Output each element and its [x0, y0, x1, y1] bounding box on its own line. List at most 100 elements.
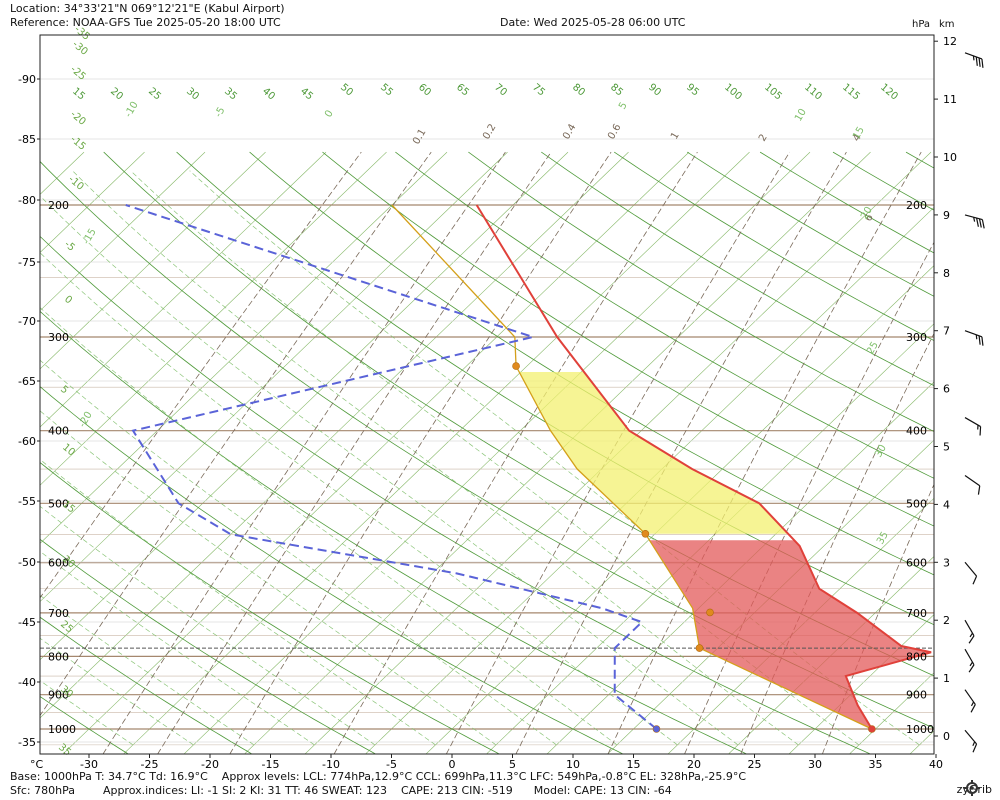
- wind-barb-half-flag: [973, 217, 976, 222]
- x-tick-label: 25: [748, 758, 762, 771]
- moist-adiabat-label: 25: [865, 340, 881, 357]
- dry-adiabat-line: [979, 152, 1000, 754]
- dry-adiabat-label: 80: [570, 82, 587, 99]
- isotherm-label: 25: [58, 619, 75, 636]
- moist-adiabat-line: [72, 170, 799, 746]
- wind-barb-flag: [978, 57, 981, 67]
- isotherm-line: [0, 152, 24, 754]
- pressure-label-left: 600: [48, 557, 69, 570]
- wind-barb-flag: [972, 743, 978, 753]
- left-tick-label: -45: [18, 616, 36, 629]
- mixing-ratio-line: [102, 151, 506, 754]
- left-tick-label: -65: [18, 375, 36, 388]
- mixing-ratio-label: 6: [863, 212, 876, 223]
- wind-barb: [964, 474, 981, 495]
- dry-adiabat-line: [40, 160, 934, 729]
- moist-adiabat-line: [130, 170, 860, 746]
- dry-adiabat-line: [40, 310, 747, 754]
- dry-adiabat-label: 110: [802, 82, 824, 103]
- km-tick-label: 11: [943, 93, 957, 106]
- wind-barb-flag: [979, 426, 982, 436]
- isotherm-label: 10: [60, 442, 77, 459]
- pressure-label-right: 400: [906, 425, 927, 438]
- isotherm-label: 0: [62, 294, 74, 307]
- pressure-label-right: 600: [906, 557, 927, 570]
- left-tick-label: -35: [18, 736, 36, 749]
- isotherm-line: [909, 730, 934, 754]
- moist-adiabat-line: [40, 307, 618, 746]
- forecast-date-label: Date: Wed 2025-05-28 06:00 UTC: [500, 16, 686, 29]
- marker-point: [652, 725, 661, 733]
- x-tick-label: -15: [262, 758, 280, 771]
- marker-point: [868, 725, 876, 733]
- wind-barb: [964, 729, 978, 753]
- settings-gear-icon[interactable]: [963, 779, 981, 797]
- dry-adiabat-line: [541, 151, 934, 387]
- dry-adiabat-label: 105: [762, 82, 784, 103]
- km-tick-label: 9: [943, 209, 950, 222]
- mixing-ratio-line: [157, 151, 552, 754]
- x-tick-label: 35: [869, 758, 883, 771]
- dry-adiabat-label: 90: [646, 82, 663, 99]
- x-tick-label: 30: [808, 758, 822, 771]
- mixing-ratio-label: 4: [851, 132, 864, 143]
- mixing-ratio-line: [445, 151, 790, 754]
- dry-adiabat-line: [249, 151, 934, 576]
- km-tick-label: 6: [943, 383, 950, 396]
- isotherm-line: [365, 206, 934, 754]
- pressure-label-right: 500: [906, 497, 927, 510]
- wind-barbs: [964, 52, 985, 753]
- moist-adiabat-line: [40, 594, 255, 746]
- x-tick-label: -25: [141, 758, 159, 771]
- wind-barb-half-flag: [972, 55, 975, 61]
- dry-adiabat-label: 30: [184, 86, 201, 103]
- mixing-ratio-label: 0.4: [561, 122, 578, 141]
- dry-adiabat-line: [40, 461, 500, 754]
- x-tick-label: -10: [322, 758, 340, 771]
- dry-adiabat-line: [468, 151, 934, 432]
- left-tick-label: -50: [18, 556, 36, 569]
- dry-adiabat-label: 115: [840, 82, 862, 103]
- surface-pressure: Sfc: 780hPa: [10, 784, 75, 797]
- x-tick-label: 15: [627, 758, 641, 771]
- isotherm-line: [40, 151, 448, 544]
- dry-adiabat-label: 70: [492, 82, 509, 99]
- sounding-profiles: [40, 204, 934, 733]
- isotherm-label: -30: [70, 39, 90, 58]
- wind-barb: [964, 561, 978, 585]
- isotherm-line: [40, 151, 629, 719]
- wind-barb-flag: [981, 219, 985, 229]
- isotherm-label: -20: [68, 109, 88, 128]
- wind-barb-flag: [972, 575, 978, 585]
- dry-adiabat-label: 40: [260, 86, 277, 103]
- left-tick-label: -60: [18, 435, 36, 448]
- marker-point: [706, 608, 714, 617]
- moist-adiabat-label: 10: [793, 107, 809, 124]
- dry-adiabat-label: 85: [608, 82, 625, 99]
- km-tick-label: 3: [943, 556, 950, 569]
- wind-barb: [964, 214, 985, 229]
- left-tick-label: -85: [18, 133, 36, 146]
- brand-label: zyGrib: [956, 783, 992, 796]
- dry-adiabat-label: 75: [530, 82, 547, 99]
- cape-cin: CAPE: 213 CIN: -519: [400, 784, 513, 797]
- left-tick-label: -90: [18, 73, 36, 86]
- parcel-path-line: [391, 204, 873, 730]
- wind-barb-flag: [968, 635, 975, 644]
- footer-line-2: Sfc: 780hPa Approx.indices: LI: -1 SI: 2…: [10, 784, 672, 797]
- dry-adiabat-label: 100: [722, 82, 744, 103]
- pressure-label-right: 300: [906, 331, 927, 344]
- dry-adiabat-line: [40, 616, 253, 754]
- wind-barb-half-flag: [970, 701, 975, 707]
- pressure-label-right: 700: [906, 607, 927, 620]
- mixing-ratio-line: [822, 483, 934, 754]
- mixing-ratio-label: 1: [669, 130, 682, 141]
- pressure-label-right: 900: [906, 689, 927, 702]
- left-tick-label: -70: [18, 315, 36, 328]
- wind-barb-half-flag: [977, 425, 979, 430]
- isotherm-label: -15: [68, 134, 88, 153]
- dry-adiabat-label: 60: [416, 82, 433, 99]
- km-tick-label: 12: [943, 35, 957, 48]
- km-tick-label: 2: [943, 614, 950, 627]
